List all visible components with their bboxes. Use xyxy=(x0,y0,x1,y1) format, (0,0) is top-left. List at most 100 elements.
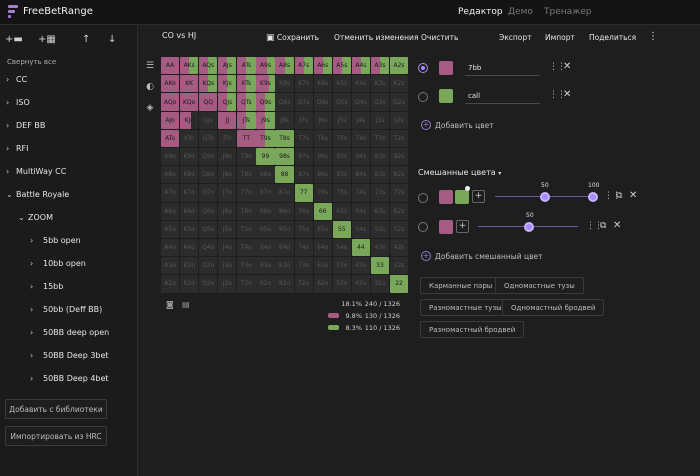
hand-cell[interactable]: 92o xyxy=(256,275,275,293)
hand-cell[interactable]: 64o xyxy=(313,238,332,257)
tree-item-50bb-deep-open[interactable]: › 50BB deep open xyxy=(30,326,109,338)
mix2-slider-knob[interactable] xyxy=(524,222,534,232)
mix1-slider-knob-left[interactable] xyxy=(540,192,550,202)
tree-item-iso[interactable]: › ISO xyxy=(6,96,30,108)
hand-cell[interactable]: J6o xyxy=(218,202,237,220)
hand-cell[interactable]: QTo xyxy=(199,129,218,148)
chip-offsuit-aces[interactable]: Разномастные тузы xyxy=(420,299,511,316)
hand-cell[interactable]: J2s xyxy=(389,111,409,129)
hand-cell[interactable]: A5s xyxy=(332,57,351,75)
export-button[interactable]: Экспорт xyxy=(499,33,532,42)
tree-item-cc[interactable]: › CC xyxy=(6,73,27,85)
hand-cell[interactable]: Q7o xyxy=(199,184,218,202)
hand-cell[interactable]: QTs xyxy=(237,93,256,111)
hand-cell[interactable]: 83o xyxy=(275,257,294,275)
delete-color2-icon[interactable]: ✕ xyxy=(563,89,572,100)
hand-cell[interactable]: 82o xyxy=(275,275,294,293)
delete-mix2-icon[interactable]: ✕ xyxy=(613,220,622,231)
mix1-swatch-green[interactable] xyxy=(455,190,469,204)
tree-item-zoom[interactable]: ⌄ ZOOM xyxy=(18,211,53,223)
hand-cell[interactable]: J8o xyxy=(218,166,237,184)
hand-cell[interactable]: AKs xyxy=(180,57,199,75)
hand-cell[interactable]: AQo xyxy=(161,93,180,111)
hand-cell[interactable]: 98o xyxy=(256,166,275,184)
tree-item-50bb-deep-4bet[interactable]: › 50BB Deep 4bet xyxy=(30,372,109,384)
hand-cell[interactable]: A7o xyxy=(161,184,180,202)
delete-mix1-icon[interactable]: ✕ xyxy=(629,190,638,201)
hand-cell[interactable]: 53s xyxy=(370,220,390,238)
hand-cell[interactable]: AA xyxy=(161,57,180,75)
hand-cell[interactable]: Q2s xyxy=(389,93,409,111)
hand-cell[interactable]: J4s xyxy=(351,111,370,129)
hand-cell[interactable]: J5o xyxy=(218,220,237,238)
hand-cell[interactable]: 42s xyxy=(389,238,409,257)
camera-icon[interactable]: ◙ xyxy=(166,300,174,309)
hand-cell[interactable]: 76o xyxy=(294,202,313,220)
hand-cell[interactable]: 95s xyxy=(332,147,351,166)
mix2-radio[interactable] xyxy=(418,222,428,232)
hand-cell[interactable]: 77 xyxy=(294,184,313,202)
hand-cell[interactable]: A8s xyxy=(275,57,294,75)
hand-cell[interactable]: AJo xyxy=(161,111,180,129)
chip-pocket-pairs[interactable]: Карманные пары xyxy=(420,277,502,294)
add-folder-button[interactable]: +▬ xyxy=(5,34,23,45)
hand-cell[interactable]: A9o xyxy=(161,147,180,166)
hand-cell[interactable]: KTs xyxy=(237,75,256,93)
hand-cell[interactable]: JTs xyxy=(237,111,256,129)
share-button[interactable]: Поделиться xyxy=(589,33,637,42)
add-mixed-color-button[interactable]: + Добавить смешанный цвет xyxy=(421,251,543,261)
tree-item-50bb-deff[interactable]: › 50bb (Deff BB) xyxy=(30,303,102,315)
hand-cell[interactable]: Q3s xyxy=(370,93,390,111)
hand-cell[interactable]: K6s xyxy=(313,75,332,93)
hand-cell[interactable]: K8s xyxy=(275,75,294,93)
hand-cell[interactable]: 86o xyxy=(275,202,294,220)
sliders-icon[interactable]: ☰ xyxy=(145,61,155,71)
hand-cell[interactable]: KJs xyxy=(218,75,237,93)
hand-cell[interactable]: A2o xyxy=(161,275,180,293)
hand-cell[interactable]: 93o xyxy=(256,257,275,275)
hand-cell[interactable]: 84s xyxy=(351,166,370,184)
hand-cell[interactable]: 62o xyxy=(313,275,332,293)
drag-handle-icon[interactable]: ⋮⋮ xyxy=(549,62,566,72)
hand-cell[interactable]: 33 xyxy=(370,257,390,275)
import-button[interactable]: Импорт xyxy=(545,33,575,42)
hand-cell[interactable]: J9s xyxy=(256,111,275,129)
hand-cell[interactable]: 85s xyxy=(332,166,351,184)
hand-cell[interactable]: K4o xyxy=(180,238,199,257)
hand-cell[interactable]: A3s xyxy=(370,57,390,75)
hand-cell[interactable]: QQ xyxy=(199,93,218,111)
hand-cell[interactable]: 43s xyxy=(370,238,390,257)
copy-icon[interactable]: ⧉ xyxy=(600,221,607,231)
drag-handle-icon[interactable]: ⋮⋮ xyxy=(604,191,621,201)
hand-cell[interactable]: 22 xyxy=(389,275,409,293)
hand-cell[interactable]: 32o xyxy=(370,275,390,293)
tree-item-multiway[interactable]: › MultiWay CC xyxy=(6,165,66,177)
document-icon[interactable]: ▤ xyxy=(182,300,190,309)
collapse-all-link[interactable]: Свернуть все xyxy=(7,58,57,66)
add-color-button[interactable]: + Добавить цвет xyxy=(421,120,494,130)
hand-cell[interactable]: Q9o xyxy=(199,147,218,166)
hand-cell[interactable]: K7s xyxy=(294,75,313,93)
hand-cell[interactable]: T5o xyxy=(237,220,256,238)
hand-cell[interactable]: J7o xyxy=(218,184,237,202)
hand-cell[interactable]: T4o xyxy=(237,238,256,257)
color2-name[interactable]: call xyxy=(468,92,481,100)
hand-cell[interactable]: 65s xyxy=(332,202,351,220)
hand-cell[interactable]: Q2o xyxy=(199,275,218,293)
tree-item-5bb[interactable]: › 5bb open xyxy=(30,234,81,246)
range-title[interactable]: CO vs HJ xyxy=(162,31,197,40)
color1-name[interactable]: 7bb xyxy=(468,64,482,72)
hand-cell[interactable]: J3s xyxy=(370,111,390,129)
hand-cell[interactable]: 63o xyxy=(313,257,332,275)
tree-item-50bb-deep-3bet[interactable]: › 50BB Deep 3bet xyxy=(30,349,109,361)
logo[interactable]: FreeBetRange xyxy=(8,5,93,18)
hand-cell[interactable]: K5o xyxy=(180,220,199,238)
nav-trainer[interactable]: Тренажер xyxy=(544,7,592,17)
hand-cell[interactable]: 97s xyxy=(294,147,313,166)
add-range-button[interactable]: +▦ xyxy=(38,34,56,45)
mix1-add-button[interactable]: + xyxy=(472,190,485,203)
add-from-library-button[interactable]: Добавить с библиотеки xyxy=(5,399,107,419)
hand-cell[interactable]: 83s xyxy=(370,166,390,184)
hand-cell[interactable]: Q5o xyxy=(199,220,218,238)
hand-cell[interactable]: Q5s xyxy=(332,93,351,111)
